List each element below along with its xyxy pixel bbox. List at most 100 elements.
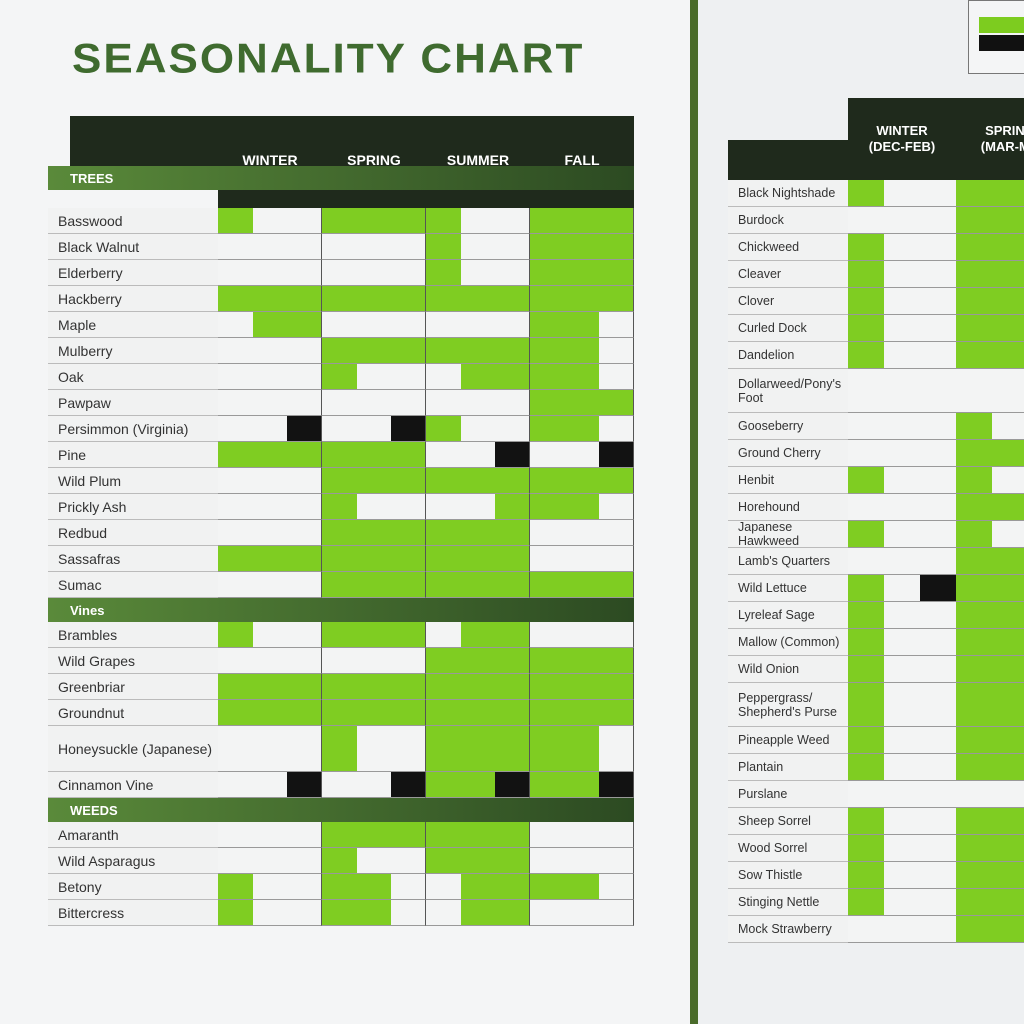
month-cell — [287, 726, 323, 772]
month-cell — [848, 916, 885, 943]
left-page: SEASONALITY CHART WINTER (DEC-FEB)SPRING… — [0, 0, 690, 1024]
month-cell — [495, 622, 531, 648]
month-cell — [495, 390, 531, 416]
month-cell — [920, 261, 957, 288]
month-cell — [356, 338, 392, 364]
month-cell — [356, 442, 392, 468]
month-cell — [599, 286, 635, 312]
month-cell — [252, 874, 288, 900]
month-cell — [564, 572, 600, 598]
month-cell — [599, 622, 635, 648]
month-cell — [956, 889, 993, 916]
month-cell — [956, 207, 993, 234]
month-cell — [992, 342, 1024, 369]
month-cell — [530, 572, 566, 598]
month-cell — [920, 835, 957, 862]
month-cell — [460, 648, 496, 674]
month-cell — [956, 808, 993, 835]
month-cell — [391, 848, 427, 874]
month-cell — [218, 772, 254, 798]
month-cell — [599, 822, 635, 848]
month-cell — [460, 700, 496, 726]
month-cell — [287, 208, 323, 234]
month-cell — [287, 442, 323, 468]
month-cell — [564, 286, 600, 312]
month-cell — [992, 261, 1024, 288]
month-cell — [460, 494, 496, 520]
month-cell — [848, 835, 885, 862]
month-cell — [252, 494, 288, 520]
row-label: Redbud — [48, 520, 218, 546]
month-cell — [460, 390, 496, 416]
month-cell — [992, 494, 1024, 521]
row-label: Black Walnut — [48, 234, 218, 260]
month-cell — [956, 835, 993, 862]
month-cell — [218, 648, 254, 674]
month-cell — [218, 848, 254, 874]
month-cell — [426, 648, 462, 674]
month-cell — [848, 808, 885, 835]
month-cell — [356, 520, 392, 546]
month-cell — [920, 781, 957, 808]
month-cell — [956, 494, 993, 521]
month-cell — [218, 416, 254, 442]
month-cell — [848, 440, 885, 467]
month-cell — [252, 822, 288, 848]
month-cell — [530, 874, 566, 900]
month-cell — [356, 700, 392, 726]
month-cell — [564, 416, 600, 442]
month-cell — [599, 546, 635, 572]
month-cell — [218, 234, 254, 260]
month-cell — [848, 288, 885, 315]
month-cell — [956, 629, 993, 656]
month-cell — [322, 772, 358, 798]
month-cell — [495, 364, 531, 390]
month-cell — [495, 286, 531, 312]
month-cell — [884, 602, 921, 629]
month-cell — [599, 772, 635, 798]
month-cell — [920, 727, 957, 754]
row-label: Elderberry — [48, 260, 218, 286]
month-cell — [460, 416, 496, 442]
season-header: WINTER (DEC-FEB) — [848, 98, 956, 180]
month-cell — [356, 648, 392, 674]
month-cell — [956, 315, 993, 342]
month-cell — [460, 848, 496, 874]
month-cell — [920, 207, 957, 234]
month-cell — [252, 674, 288, 700]
month-cell — [460, 234, 496, 260]
month-cell — [956, 180, 993, 207]
month-cell — [460, 260, 496, 286]
month-cell — [287, 700, 323, 726]
month-cell — [287, 546, 323, 572]
month-cell — [848, 889, 885, 916]
month-cell — [956, 602, 993, 629]
key-box — [968, 0, 1024, 74]
month-cell — [992, 315, 1024, 342]
month-cell — [391, 208, 427, 234]
row-label: Mock Strawberry — [728, 916, 848, 943]
month-cell — [530, 416, 566, 442]
month-cell — [356, 726, 392, 772]
row-label: Pineapple Weed — [728, 727, 848, 754]
month-cell — [530, 700, 566, 726]
month-cell — [920, 467, 957, 494]
month-cell — [495, 900, 531, 926]
month-cell — [426, 442, 462, 468]
month-cell — [884, 656, 921, 683]
month-cell — [848, 413, 885, 440]
month-cell — [920, 602, 957, 629]
month-cell — [992, 548, 1024, 575]
month-cell — [391, 822, 427, 848]
month-cell — [884, 548, 921, 575]
month-cell — [599, 416, 635, 442]
month-cell — [252, 338, 288, 364]
month-cell — [956, 727, 993, 754]
month-cell — [564, 726, 600, 772]
month-cell — [956, 234, 993, 261]
month-cell — [460, 546, 496, 572]
month-cell — [322, 442, 358, 468]
month-cell — [391, 442, 427, 468]
month-cell — [530, 260, 566, 286]
month-cell — [356, 312, 392, 338]
